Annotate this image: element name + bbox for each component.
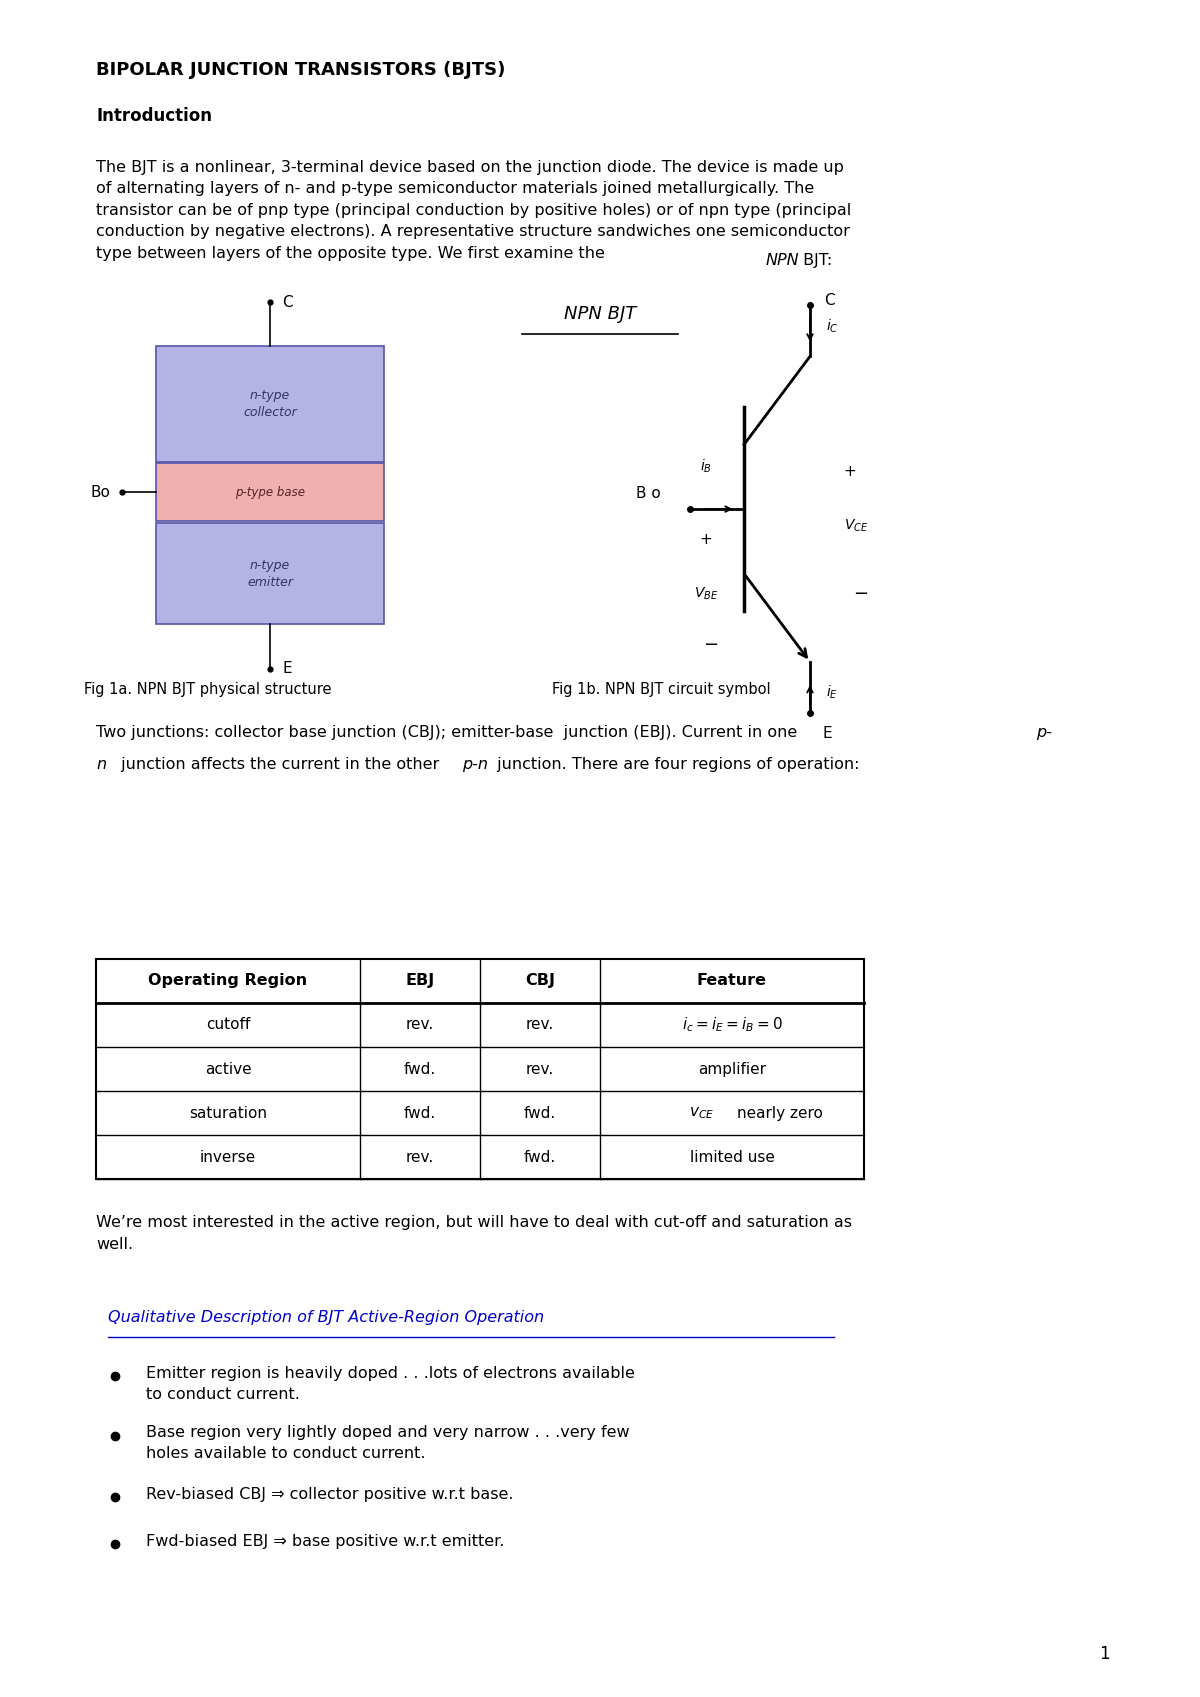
Text: Base region very lightly doped and very narrow . . .very few
holes available to : Base region very lightly doped and very … — [146, 1425, 630, 1461]
Text: B o: B o — [636, 485, 661, 501]
Text: p-type base: p-type base — [235, 485, 305, 499]
Text: BJT:: BJT: — [798, 253, 833, 268]
Text: n-type
emitter: n-type emitter — [247, 558, 293, 589]
Text: n: n — [96, 757, 106, 772]
Text: We’re most interested in the active region, but will have to deal with cut-off a: We’re most interested in the active regi… — [96, 1215, 852, 1252]
Text: Bo: Bo — [90, 485, 110, 499]
Text: p-: p- — [1036, 725, 1051, 740]
Text: junction affects the current in the other: junction affects the current in the othe… — [116, 757, 445, 772]
Text: limited use: limited use — [690, 1151, 774, 1164]
Text: −: − — [853, 585, 869, 602]
Text: Introduction: Introduction — [96, 107, 212, 126]
Text: $V_{BE}$: $V_{BE}$ — [694, 585, 718, 602]
Text: Rev-biased CBJ ⇒ collector positive w.r.t base.: Rev-biased CBJ ⇒ collector positive w.r.… — [146, 1487, 514, 1502]
Text: E: E — [282, 662, 292, 675]
Text: $i_E$: $i_E$ — [826, 684, 838, 701]
Text: The BJT is a nonlinear, 3-terminal device based on the junction diode. The devic: The BJT is a nonlinear, 3-terminal devic… — [96, 160, 851, 261]
Text: C: C — [824, 294, 835, 307]
Text: nearly zero: nearly zero — [737, 1106, 823, 1120]
Text: rev.: rev. — [406, 1151, 434, 1164]
Bar — [96, 959, 864, 1179]
Text: BIPOLAR JUNCTION TRANSISTORS (BJTS): BIPOLAR JUNCTION TRANSISTORS (BJTS) — [96, 61, 505, 80]
Text: $i_c = i_E = i_B = 0$: $i_c = i_E = i_B = 0$ — [682, 1015, 782, 1035]
Text: Fig 1b. NPN BJT circuit symbol: Fig 1b. NPN BJT circuit symbol — [552, 682, 770, 697]
Text: Fig 1a. NPN BJT physical structure: Fig 1a. NPN BJT physical structure — [84, 682, 331, 697]
Text: C: C — [282, 295, 293, 309]
Text: NPN BJT: NPN BJT — [564, 305, 636, 324]
Text: EBJ: EBJ — [406, 974, 434, 988]
Bar — [156, 463, 384, 521]
Text: +: + — [700, 533, 713, 546]
Text: rev.: rev. — [406, 1018, 434, 1032]
Text: n-type
collector: n-type collector — [244, 389, 296, 419]
Text: E: E — [822, 726, 832, 742]
Text: fwd.: fwd. — [404, 1062, 436, 1076]
Text: fwd.: fwd. — [404, 1106, 436, 1120]
Text: active: active — [205, 1062, 251, 1076]
Text: $v_{CE}$: $v_{CE}$ — [690, 1105, 714, 1122]
Text: fwd.: fwd. — [524, 1151, 556, 1164]
Text: saturation: saturation — [190, 1106, 266, 1120]
Text: rev.: rev. — [526, 1062, 554, 1076]
Text: $V_{CE}$: $V_{CE}$ — [844, 518, 868, 535]
Text: CBJ: CBJ — [526, 974, 554, 988]
Text: inverse: inverse — [200, 1151, 256, 1164]
Text: Two junctions: collector base junction (CBJ); emitter-base  junction (EBJ). Curr: Two junctions: collector base junction (… — [96, 725, 803, 740]
Text: amplifier: amplifier — [698, 1062, 766, 1076]
Text: Emitter region is heavily doped . . .lots of electrons available
to conduct curr: Emitter region is heavily doped . . .lot… — [146, 1366, 635, 1402]
Text: cutoff: cutoff — [206, 1018, 250, 1032]
Bar — [156, 523, 384, 624]
Text: $i_B$: $i_B$ — [700, 458, 712, 475]
Text: Qualitative Description of BJT Active-Region Operation: Qualitative Description of BJT Active-Re… — [108, 1310, 544, 1325]
Text: p-n: p-n — [462, 757, 488, 772]
Text: Operating Region: Operating Region — [149, 974, 307, 988]
Text: NPN: NPN — [766, 253, 799, 268]
Text: Feature: Feature — [697, 974, 767, 988]
Text: $i_C$: $i_C$ — [826, 317, 839, 334]
Bar — [156, 346, 384, 462]
Text: −: − — [703, 636, 719, 653]
Text: Fwd-biased EBJ ⇒ base positive w.r.t emitter.: Fwd-biased EBJ ⇒ base positive w.r.t emi… — [146, 1534, 505, 1549]
Text: junction. There are four regions of operation:: junction. There are four regions of oper… — [492, 757, 859, 772]
Text: fwd.: fwd. — [524, 1106, 556, 1120]
Text: rev.: rev. — [526, 1018, 554, 1032]
Text: +: + — [844, 465, 857, 479]
Text: 1: 1 — [1099, 1644, 1109, 1663]
